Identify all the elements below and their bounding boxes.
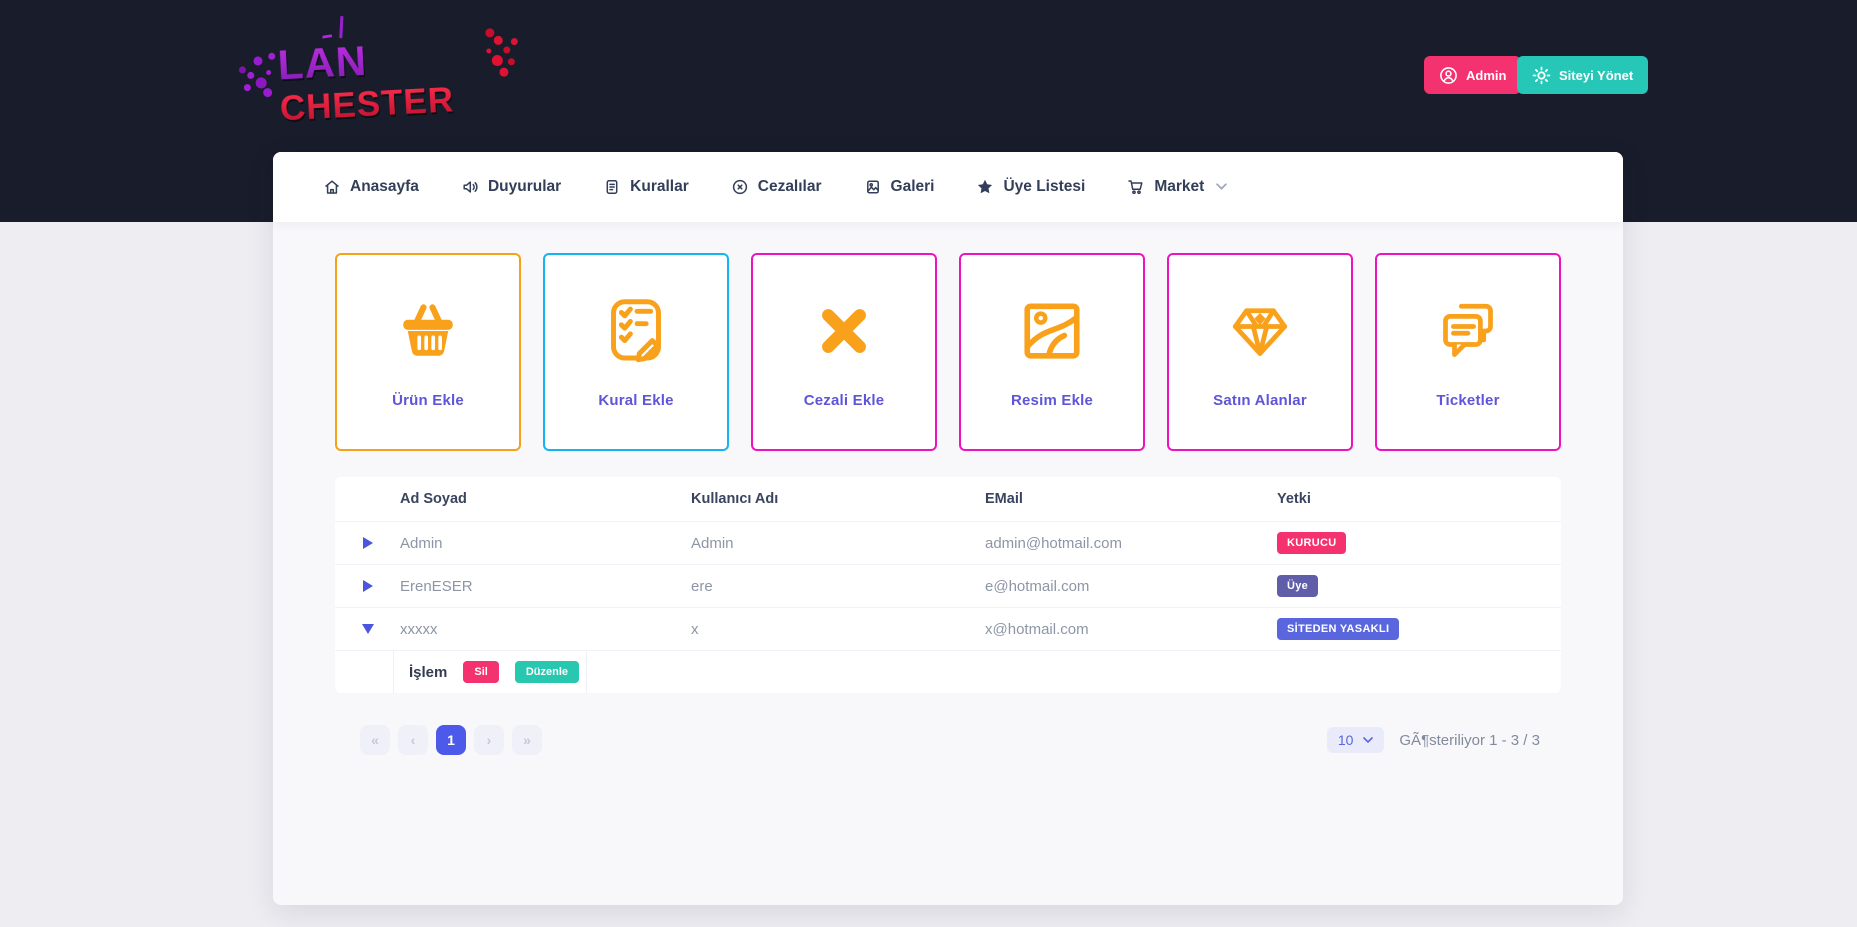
cell-username: ere	[691, 577, 713, 595]
cell-name: Admin	[400, 534, 443, 552]
nav-item-cezalilar[interactable]: Cezalılar	[731, 178, 822, 196]
chevron-down-icon	[1363, 736, 1374, 743]
pagination-last-button[interactable]: »	[512, 725, 542, 755]
pagination-prev-button[interactable]: ‹	[398, 725, 428, 755]
main-container: Anasayfa Duyurular Kurallar Cezalılar Ga…	[273, 152, 1623, 905]
cell-username: x	[691, 620, 699, 638]
nav-label: Duyurular	[487, 178, 562, 195]
card-kural-ekle[interactable]: Kural Ekle	[543, 253, 729, 451]
action-cards: Ürün Ekle Kural Ekle Cezali Ekle	[335, 253, 1561, 451]
star-icon	[978, 179, 993, 194]
triangle-down-icon	[361, 624, 374, 634]
table-row: ErenESER ere e@hotmail.com Üye	[335, 564, 1561, 607]
basket-icon	[403, 304, 453, 356]
card-urun-ekle[interactable]: Ürün Ekle	[335, 253, 521, 451]
expand-row-toggle[interactable]	[335, 580, 400, 592]
pagination-row: « ‹ 1 › » 10 GÃ¶steriliyor 1 - 3 / 3	[360, 725, 1540, 755]
x-circle-icon	[732, 179, 747, 195]
card-label: Ürün Ekle	[392, 392, 464, 409]
cell-name: ErenESER	[400, 577, 473, 595]
admin-button-label: Admin	[1466, 67, 1507, 83]
row-detail-panel: İşlem Sil Düzenle	[335, 650, 1561, 693]
header-email: EMail	[985, 491, 1023, 507]
site-logo[interactable]: LANCHESTER	[266, 16, 492, 128]
card-label: Resim Ekle	[1010, 392, 1094, 409]
main-navigation: Anasayfa Duyurular Kurallar Cezalılar Ga…	[273, 152, 1623, 222]
header-role: Yetki	[1277, 491, 1311, 507]
cell-name: xxxxx	[400, 620, 438, 638]
nav-label: Cezalılar	[757, 178, 822, 195]
chat-bubbles-icon	[1443, 303, 1493, 357]
logo-text-lan: LAN	[276, 36, 369, 89]
megaphone-icon	[463, 181, 478, 193]
nav-label: Anasayfa	[350, 178, 419, 195]
nav-item-market[interactable]: Market	[1127, 178, 1228, 196]
nav-item-kurallar[interactable]: Kurallar	[603, 178, 689, 196]
nav-label: Üye Listesi	[1003, 178, 1086, 195]
big-x-icon	[822, 309, 866, 353]
admin-button[interactable]: Admin	[1424, 56, 1522, 94]
table-row-expanded: xxxxx x x@hotmail.com SİTEDEN YASAKLI	[335, 607, 1561, 650]
card-resim-ekle[interactable]: Resim Ekle	[959, 253, 1145, 451]
manage-site-button[interactable]: Siteyi Yönet	[1517, 56, 1649, 94]
image-icon	[1024, 303, 1080, 359]
triangle-right-icon	[362, 580, 373, 592]
nav-item-anasayfa[interactable]: Anasayfa	[323, 178, 419, 196]
card-label: Ticketler	[1436, 392, 1500, 409]
chevron-down-icon	[1216, 183, 1228, 190]
expand-row-toggle[interactable]	[335, 537, 400, 549]
nav-label: Market	[1154, 178, 1205, 195]
role-badge: Üye	[1277, 575, 1319, 597]
actions-label: İşlem	[409, 663, 448, 681]
checklist-pencil-icon	[611, 299, 661, 363]
card-label: Cezali Ekle	[803, 392, 885, 409]
edit-button[interactable]: Düzenle	[514, 661, 579, 683]
triangle-right-icon	[362, 537, 373, 549]
members-table: Ad Soyad Kullanıcı Adı EMail Yetki Admin…	[335, 477, 1561, 693]
cell-email: x@hotmail.com	[985, 620, 1089, 638]
pagination: « ‹ 1 › »	[360, 725, 542, 755]
manage-site-button-label: Siteyi Yönet	[1559, 67, 1634, 83]
card-cezali-ekle[interactable]: Cezali Ekle	[751, 253, 937, 451]
home-icon	[325, 180, 339, 194]
pagination-first-button[interactable]: «	[360, 725, 390, 755]
nav-label: Kurallar	[630, 178, 689, 195]
cell-email: e@hotmail.com	[985, 577, 1090, 595]
header-username: Kullanıcı Adı	[691, 491, 779, 507]
cell-email: admin@hotmail.com	[985, 534, 1122, 552]
pagination-page-1-button[interactable]: 1	[436, 725, 466, 755]
nav-item-uye-listesi[interactable]: Üye Listesi	[976, 178, 1085, 196]
results-summary: GÃ¶steriliyor 1 - 3 / 3	[1399, 731, 1540, 749]
nav-item-duyurular[interactable]: Duyurular	[461, 178, 561, 196]
card-label: Kural Ekle	[598, 392, 674, 409]
table-row: Admin Admin admin@hotmail.com KURUCU	[335, 521, 1561, 564]
rules-list-icon	[606, 180, 618, 194]
page-size-value: 10	[1337, 732, 1354, 748]
diamond-icon	[1232, 308, 1288, 356]
pagination-next-button[interactable]: ›	[474, 725, 504, 755]
user-circle-icon	[1440, 66, 1457, 84]
role-badge: SİTEDEN YASAKLI	[1277, 618, 1400, 640]
cell-username: Admin	[691, 534, 734, 552]
nav-label: Galeri	[890, 178, 935, 195]
collapse-row-toggle[interactable]	[335, 624, 400, 634]
page-size-select[interactable]: 10	[1326, 727, 1385, 753]
gear-icon	[1532, 66, 1551, 84]
card-ticketler[interactable]: Ticketler	[1375, 253, 1561, 451]
card-label: Satın Alanlar	[1213, 392, 1307, 409]
card-satin-alanlar[interactable]: Satın Alanlar	[1167, 253, 1353, 451]
nav-item-galeri[interactable]: Galeri	[864, 178, 935, 196]
header-name: Ad Soyad	[400, 491, 467, 507]
role-badge: KURUCU	[1277, 532, 1347, 554]
gallery-icon	[866, 180, 879, 194]
table-header-row: Ad Soyad Kullanıcı Adı EMail Yetki	[335, 477, 1561, 521]
actions-box: İşlem Sil Düzenle	[393, 651, 587, 693]
delete-button[interactable]: Sil	[463, 661, 499, 683]
cart-icon	[1128, 180, 1143, 195]
